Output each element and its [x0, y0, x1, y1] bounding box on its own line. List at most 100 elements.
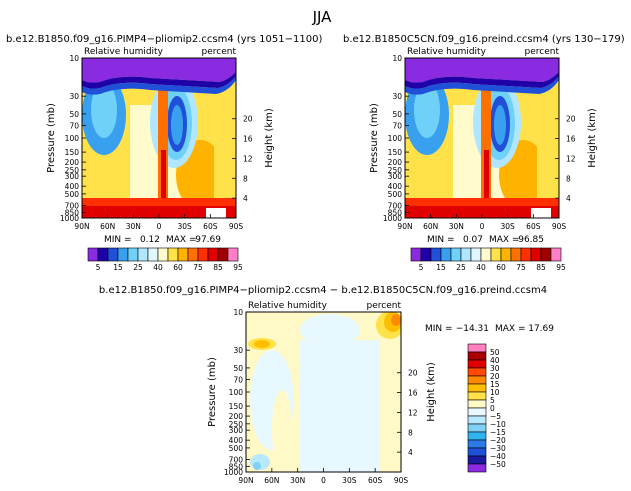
colorbar-swatch — [107, 247, 119, 262]
colorbar-swatch — [467, 383, 487, 393]
fill-yellow-column — [272, 390, 292, 470]
colorbar-label: −50 — [490, 460, 506, 469]
y2-tick-label: 8 — [243, 174, 248, 183]
panel-1-units-label: percent — [202, 47, 237, 57]
panel-3-variable-label: Relative humidity — [248, 301, 328, 311]
fill-south-high — [537, 70, 559, 218]
colorbar-label: 25 — [456, 263, 466, 272]
y-tick-label: 700 — [229, 456, 244, 465]
y-tick-label: 250 — [65, 166, 80, 175]
panel-3-y-axis-label: Pressure (mb) — [207, 357, 218, 427]
colorbar-swatch — [187, 247, 199, 262]
fill-north-high-core — [414, 82, 440, 138]
y-tick-label: 100 — [388, 134, 403, 143]
panel-1-y-axis-label: Pressure (mb) — [46, 103, 57, 173]
y-tick-label: 200 — [229, 412, 244, 421]
panel-2-field — [405, 58, 559, 218]
x-tick-label: 30N — [290, 476, 305, 485]
panel-3-max-label: MAX = — [495, 324, 526, 334]
panel-2-y-axis-label: Pressure (mb) — [369, 103, 380, 173]
colorbar-swatch — [460, 247, 472, 262]
panel-3-y2-ticks: 20 16 12 8 4 — [397, 369, 418, 457]
x-tick-label: 0 — [480, 222, 485, 231]
panel-2-y2-axis-label: Height (km) — [587, 108, 598, 168]
colorbar-swatch — [440, 247, 452, 262]
panel-1-variable-label: Relative humidity — [84, 47, 164, 57]
colorbar-label: 85 — [213, 263, 223, 272]
y2-tick-label: 20 — [243, 115, 253, 124]
colorbar-label: −30 — [490, 444, 506, 453]
panel-1-colorbar: 5 15 25 40 60 75 85 95 — [87, 247, 243, 272]
colorbar-label: 10 — [490, 388, 500, 397]
fill-subtropic-dry-inner — [171, 105, 183, 145]
y2-tick-label: 20 — [408, 369, 418, 378]
y2-tick-label: 12 — [408, 408, 418, 417]
colorbar-label: −10 — [490, 420, 506, 429]
colorbar-swatch — [217, 247, 229, 262]
y2-tick-label: 16 — [243, 135, 253, 144]
panel-2-colorbar: 5 15 25 40 60 75 85 95 — [410, 247, 566, 272]
y2-tick-label: 12 — [243, 154, 253, 163]
colorbar-label: 15 — [490, 380, 500, 389]
y-tick-label: 700 — [388, 202, 403, 211]
y-tick-label: 500 — [388, 190, 403, 199]
colorbar-swatch — [117, 247, 129, 262]
colorbar-swatch — [467, 439, 487, 449]
fill-boundary-layer-core — [405, 206, 559, 218]
panel-3-max-value: 17.69 — [528, 324, 554, 334]
colorbar-swatch — [197, 247, 209, 262]
fill-strato-edge — [405, 72, 559, 89]
x-tick-label: 30S — [342, 476, 357, 485]
y-tick-label: 10 — [233, 308, 243, 317]
panel-1-max-value: 97.69 — [195, 235, 221, 245]
panel-3-field — [246, 312, 401, 472]
panel-3-title: b.e12.B1850.f09_g16.PIMP4−pliomip2.ccsm4… — [99, 285, 547, 296]
fill-strato-dry — [82, 58, 236, 83]
y-tick-label: 100 — [65, 134, 80, 143]
x-tick-label: 0 — [321, 476, 326, 485]
fill-tropopause-edge — [405, 76, 559, 95]
fill-pale-blue-mid — [300, 314, 360, 346]
colorbar-label: 95 — [556, 263, 566, 272]
colorbar-label: 95 — [233, 263, 243, 272]
y-tick-label: 400 — [229, 436, 244, 445]
fill-upper-warm-core — [254, 340, 270, 348]
x-tick-label: 60N — [264, 476, 279, 485]
fill-pale-blue-band — [300, 340, 380, 472]
panel-3-min-label: MIN = — [425, 324, 453, 334]
colorbar-swatch — [157, 247, 169, 262]
y-tick-label: 200 — [388, 158, 403, 167]
colorbar-swatch — [480, 247, 492, 262]
fill-itcz-column — [158, 80, 168, 215]
colorbar-swatch — [467, 367, 487, 377]
fill-south-high — [214, 70, 236, 218]
panel-3-min-value: −14.31 — [456, 324, 489, 334]
panel-1-field — [82, 58, 236, 218]
colorbar-label: 0 — [490, 404, 495, 413]
fill-strato-edge — [82, 72, 236, 89]
colorbar-swatch — [467, 431, 487, 441]
y-tick-label: 50 — [233, 364, 243, 373]
colorbar-label: −40 — [490, 452, 506, 461]
colorbar-swatch — [467, 447, 487, 457]
colorbar-label: 20 — [490, 372, 500, 381]
colorbar-swatch — [490, 247, 502, 262]
x-tick-label: 0 — [157, 222, 162, 231]
colorbar-swatch — [207, 247, 219, 262]
y2-tick-label: 8 — [566, 174, 571, 183]
x-tick-label: 90S — [552, 222, 567, 231]
y-tick-label: 300 — [65, 172, 80, 181]
colorbar-swatch — [467, 407, 487, 417]
colorbar-label: 40 — [476, 263, 486, 272]
colorbar-label: 15 — [436, 263, 446, 272]
colorbar-swatch — [467, 455, 487, 465]
panel-3-y2-axis-label: Height (km) — [426, 362, 437, 422]
y2-tick-label: 16 — [408, 389, 418, 398]
y-tick-label: 30 — [69, 92, 79, 101]
colorbar-swatch — [167, 247, 179, 262]
colorbar-swatch — [500, 247, 512, 262]
x-tick-label: 30S — [178, 222, 193, 231]
colorbar-swatch — [127, 247, 139, 262]
